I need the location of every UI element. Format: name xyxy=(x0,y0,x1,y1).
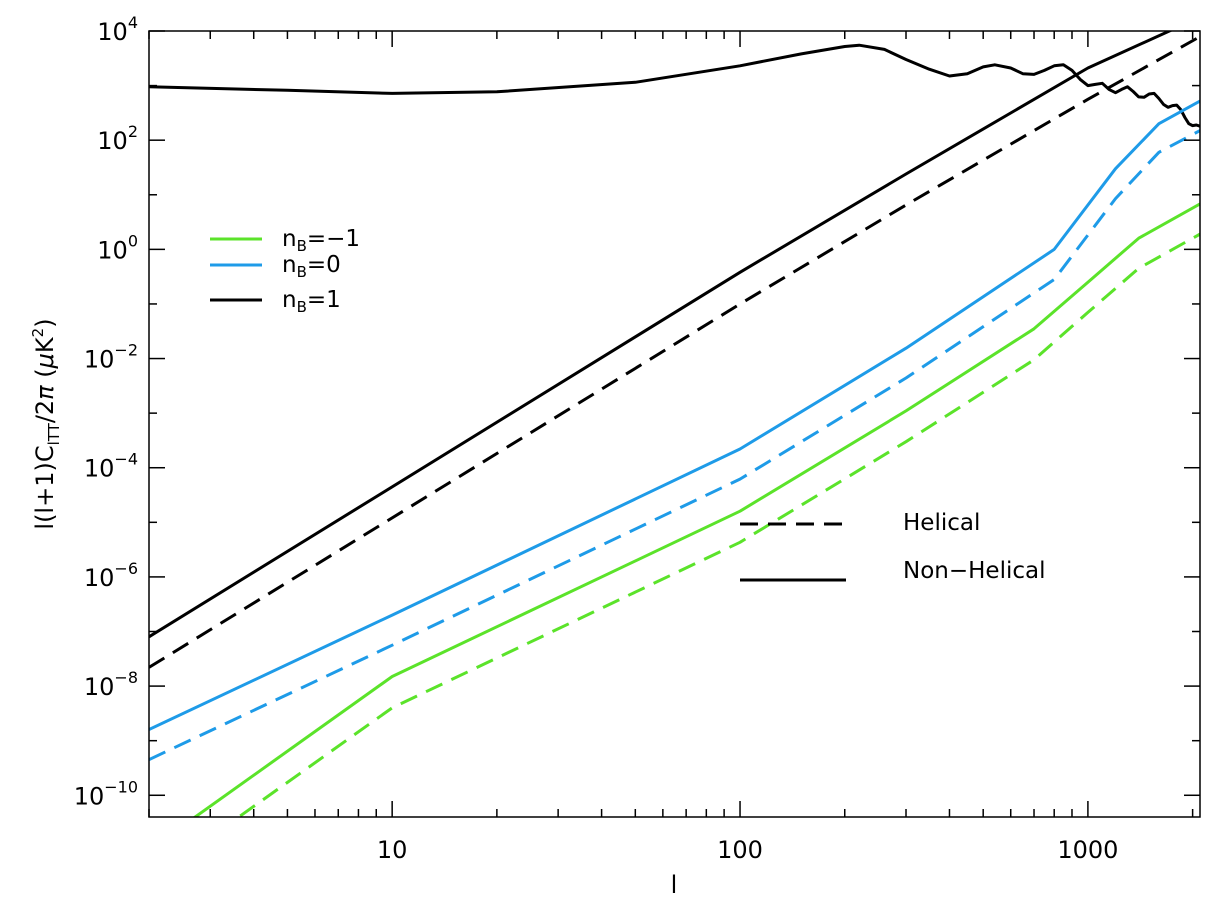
x-tick-label: 10 xyxy=(377,836,408,864)
legend-style: Helical Non−Helical xyxy=(740,510,1045,584)
series-layer xyxy=(149,31,1200,817)
legend-color: nB=−1 nB=0 nB=1 xyxy=(210,226,360,316)
y-tick-label: 104 xyxy=(97,13,138,46)
y-tick-label: 10−4 xyxy=(84,450,138,483)
series-line-nB0-helical xyxy=(149,129,1200,761)
series-line-nBm1-nonhelical xyxy=(192,202,1200,817)
series-line-nB1-nonhelical xyxy=(149,31,1174,639)
y-tick-label: 10−10 xyxy=(74,777,138,810)
y-tick-label: 10−6 xyxy=(84,559,138,592)
series-line-nBm1-helical xyxy=(236,232,1200,817)
series-line-cmb xyxy=(149,43,1200,128)
y-tick-label: 102 xyxy=(97,122,138,155)
y-axis-label: l(l+1)ClTT/2π (μK2) xyxy=(29,318,63,529)
legend-color-label-1: nB=0 xyxy=(282,252,341,281)
x-axis-label: l xyxy=(671,871,678,899)
ticks-layer: 10 100 1000 10−10 10−8 10−6 10−4 10−2 100 102 104 xyxy=(74,13,1200,864)
legend-color-label-2: nB=1 xyxy=(282,287,341,316)
legend-style-label-nonhelical: Non−Helical xyxy=(903,558,1045,584)
series-line-nB0-nonhelical xyxy=(149,99,1200,731)
legend-color-label-0: nB=−1 xyxy=(282,226,360,255)
y-tick-label: 10−8 xyxy=(84,668,138,701)
x-tick-label: 100 xyxy=(717,836,763,864)
plot-frame xyxy=(148,30,1201,818)
y-tick-label: 100 xyxy=(97,231,138,264)
series-line-nB1-helical xyxy=(149,35,1200,669)
y-tick-label: 10−2 xyxy=(84,341,138,374)
x-tick-label: 1000 xyxy=(1057,836,1118,864)
legend-style-label-helical: Helical xyxy=(903,510,980,536)
